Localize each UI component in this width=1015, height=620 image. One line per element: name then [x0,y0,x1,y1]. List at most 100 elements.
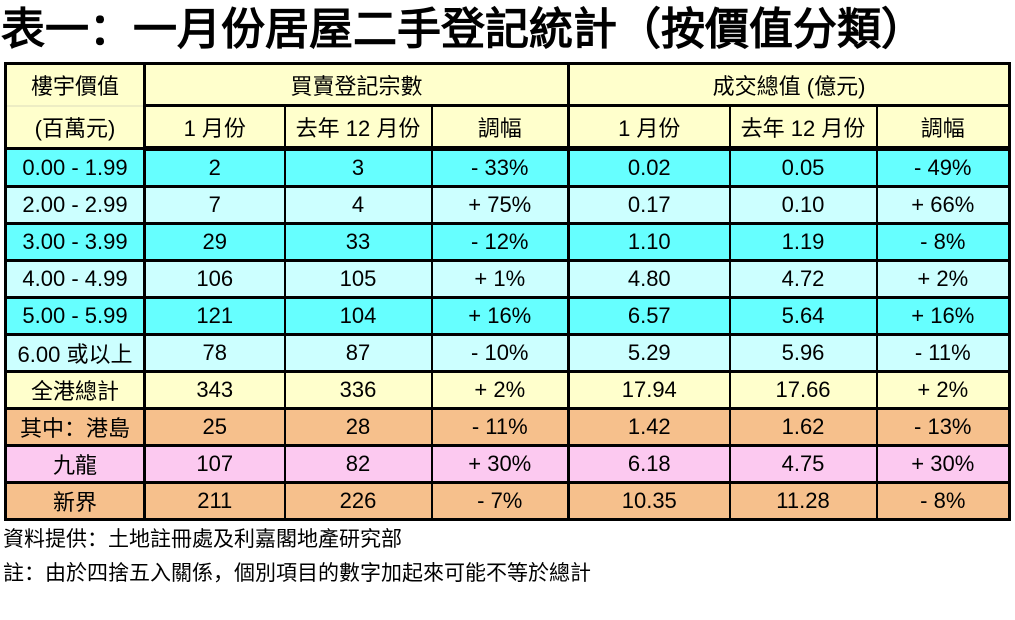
row-label: 其中：港島 [4,407,146,447]
header-sub-dec-value: 去年 12 月份 [728,104,878,151]
table-cell: 5.64 [728,296,878,336]
table-cell: - 12% [430,222,570,262]
table-cell: - 11% [875,333,1011,373]
table-cell: + 1% [430,259,570,299]
table-cell: 106 [143,259,286,299]
table-cell: 2 [143,147,286,188]
table-cell: 343 [143,370,286,410]
header-sub-row: 1 月份 去年 12 月份 調幅 1 月份 去年 12 月份 調幅 [6,104,1011,151]
table-cell: - 8% [875,222,1011,262]
row-label: 3.00 - 3.99 [4,222,146,262]
table-cell: + 30% [875,444,1011,484]
table-cell: + 66% [875,185,1011,225]
page-title: 表一：一月份居屋二手登記統計（按價值分類） [1,5,925,54]
table-cell: 4 [283,185,433,225]
table-row: 2.00 - 2.99 7 4 + 75% 0.17 0.10 + 66% [4,185,1011,225]
row-label: 6.00 或以上 [4,333,146,373]
footer-notes: 資料提供：土地註冊處及利嘉閣地產研究部 註：由於四捨五入關係，個別項目的數字加起… [3,529,1015,584]
table-cell: 104 [283,296,433,336]
row-label: 0.00 - 1.99 [4,147,146,188]
header-group-registrations: 買賣登記宗數 [143,62,570,107]
table-cell: 28 [283,407,433,447]
table-cell: + 30% [430,444,570,484]
table-cell: 33 [283,222,433,262]
table-cell: - 49% [875,147,1011,188]
table-cell: - 33% [430,147,570,188]
row-label: 全港總計 [4,370,146,410]
header-building-value-unit: (百萬元) [34,116,116,141]
table-cell: 25 [143,407,286,447]
table-row: 新界 211 226- 7% 10.35 11.28- 8% [4,481,1011,521]
row-label: 4.00 - 4.99 [4,259,146,299]
table-cell: 1.19 [728,222,878,262]
header-group-total-value: 成交總值 (億元) [567,62,1011,107]
header-sub-change-reg: 調幅 [430,104,570,151]
header-building-value-title: 樓宇價值 [7,67,142,107]
row-label: 九龍 [4,444,146,484]
table-cell: 17.66 [728,370,878,410]
table-cell: + 2% [875,370,1011,410]
table-cell: 29 [143,222,286,262]
table-cell: 17.94 [567,370,731,410]
table-cell: 0.02 [567,147,731,188]
table-cell: - 13% [875,407,1011,447]
table-body: 0.00 - 1.99 2 3- 33% 0.02 0.05- 49% 2.00 - 2.… [4,147,1011,521]
table-cell: - 10% [430,333,570,373]
table-header: 樓宇價值 (百萬元) 買賣登記宗數 成交總值 (億元) 1 月份 去年 12 月… [4,62,1011,151]
table-cell: + 16% [875,296,1011,336]
table-cell: 87 [283,333,433,373]
rounding-note: 註：由於四捨五入關係，個別項目的數字加起來可能不等於總計 [3,562,591,585]
table-cell: + 75% [430,185,570,225]
header-sub-jan-reg: 1 月份 [143,104,286,151]
table-cell: + 2% [430,370,570,410]
table-row: 5.00 - 5.99 121 104 + 16% 6.57 5.64 + 16% [4,296,1011,336]
header-building-value: 樓宇價值 (百萬元) [4,62,146,150]
table-cell: - 7% [430,481,570,521]
table-row: 其中：港島 25 28- 11% 1.42 1.62- 13% [4,407,1011,447]
table-cell: - 11% [430,407,570,447]
table-cell: + 2% [875,259,1011,299]
table-cell: 4.75 [728,444,878,484]
source-note: 資料提供：土地註冊處及利嘉閣地產研究部 [3,528,402,551]
stats-table: 樓宇價值 (百萬元) 買賣登記宗數 成交總值 (億元) 1 月份 去年 12 月… [4,62,1012,521]
table-cell: 121 [143,296,286,336]
table-cell: 5.96 [728,333,878,373]
table-cell: 4.80 [567,259,731,299]
table-cell: 1.62 [728,407,878,447]
table-cell: 0.17 [567,185,731,225]
row-label: 2.00 - 2.99 [4,185,146,225]
table-cell: 0.05 [728,147,878,188]
table-cell: 10.35 [567,481,731,521]
header-sub-change-value: 調幅 [875,104,1011,151]
table-cell: 82 [283,444,433,484]
table-cell: 5.29 [567,333,731,373]
table-cell: 105 [283,259,433,299]
table-cell: 226 [283,481,433,521]
table-cell: 107 [143,444,286,484]
table-row: 九龍 107 82 + 30% 6.18 4.75 + 30% [4,444,1011,484]
table-cell: 78 [143,333,286,373]
row-label: 新界 [4,481,146,521]
table-cell: 6.18 [567,444,731,484]
table-row: 4.00 - 4.99 106 105 + 1% 4.80 4.72 + 2% [4,259,1011,299]
table-cell: 211 [143,481,286,521]
table-cell: 6.57 [567,296,731,336]
table-cell: 1.10 [567,222,731,262]
table-cell: 11.28 [728,481,878,521]
table-cell: 0.10 [728,185,878,225]
table-row: 全港總計 343 336 + 2% 17.94 17.66 + 2% [4,370,1011,410]
table-cell: + 16% [430,296,570,336]
row-label: 5.00 - 5.99 [4,296,146,336]
table-row: 3.00 - 3.99 29 33- 12% 1.10 1.19- 8% [4,222,1011,262]
table-cell: - 8% [875,481,1011,521]
table-cell: 4.72 [728,259,878,299]
table-row: 0.00 - 1.99 2 3- 33% 0.02 0.05- 49% [4,147,1011,188]
table-cell: 1.42 [567,407,731,447]
table-cell: 336 [283,370,433,410]
table-cell: 7 [143,185,286,225]
table-row: 6.00 或以上 78 87- 10% 5.29 5.96- 11% [4,333,1011,373]
table-cell: 3 [283,147,433,188]
header-sub-dec-reg: 去年 12 月份 [283,104,433,151]
header-group-row: 樓宇價值 (百萬元) 買賣登記宗數 成交總值 (億元) [4,62,1011,150]
header-sub-jan-value: 1 月份 [567,104,731,151]
